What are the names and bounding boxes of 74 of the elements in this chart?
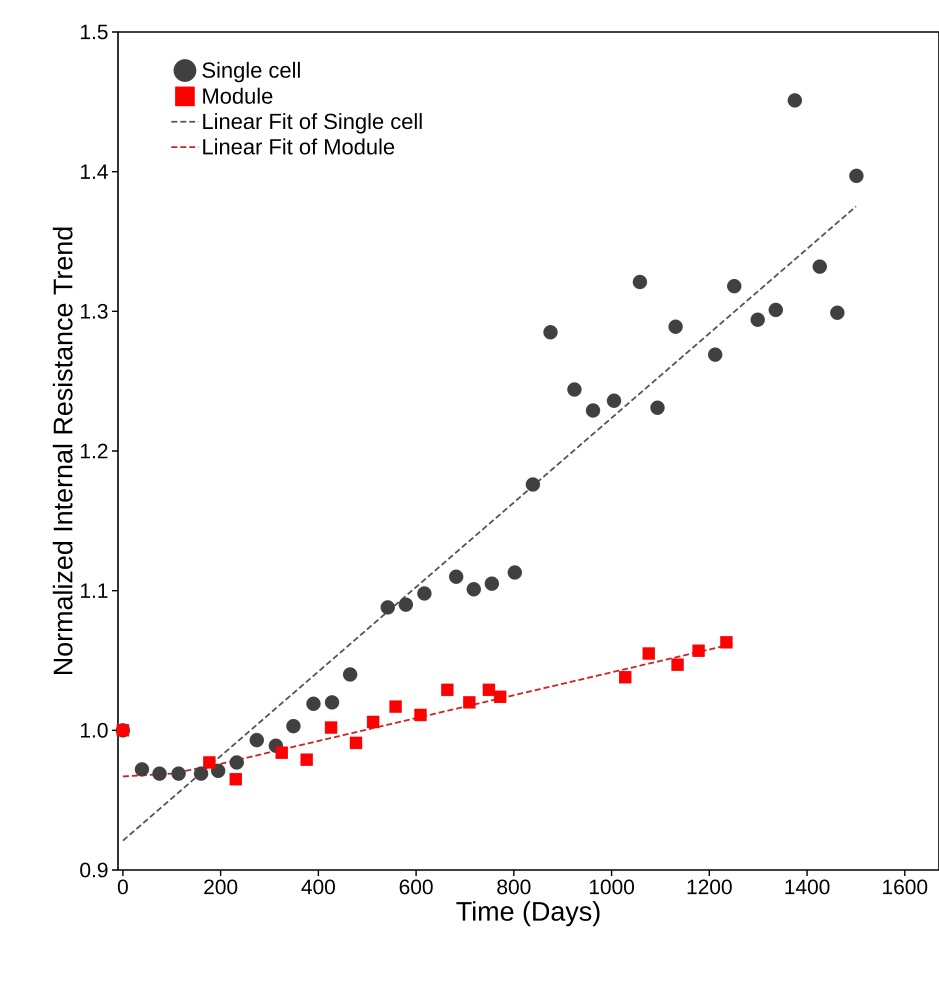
point [750, 312, 765, 327]
y-tick-label: 1.0 [80, 722, 108, 738]
point [414, 708, 427, 722]
point [543, 325, 558, 340]
point [494, 690, 506, 704]
point [788, 93, 802, 108]
point [306, 696, 321, 711]
y-tick-label: 1.5 [80, 24, 108, 40]
x-tick-label: 600 [400, 880, 433, 894]
point [606, 394, 622, 408]
point [441, 684, 454, 696]
point [508, 565, 522, 580]
point [417, 586, 432, 601]
point [324, 721, 338, 734]
legend-label: Module [203, 88, 272, 104]
y-tick-label: 1.1 [80, 583, 108, 598]
point [466, 582, 481, 596]
point [398, 597, 414, 612]
point [830, 306, 845, 320]
point [668, 319, 683, 334]
point [350, 736, 362, 750]
y-axis-title: Normalized Internal Resistance Trend [52, 228, 73, 674]
point [380, 600, 395, 615]
point [671, 658, 684, 671]
point [366, 716, 380, 728]
point [619, 671, 632, 684]
point [849, 168, 864, 184]
point [463, 696, 476, 709]
x-tick-label: 1600 [883, 880, 928, 894]
point [448, 569, 464, 584]
point [210, 764, 226, 778]
point [632, 274, 648, 290]
x-tick-label: 1400 [785, 880, 830, 894]
point [768, 302, 783, 318]
point [134, 762, 150, 777]
x-tick-label: 800 [497, 880, 530, 894]
point [650, 400, 665, 415]
legend-label: Single cell [202, 62, 300, 82]
point [482, 684, 496, 696]
legend-label: Linear Fit of Module [203, 138, 394, 155]
y-tick-label: 1.2 [80, 444, 108, 458]
point [342, 667, 358, 682]
point [708, 347, 722, 362]
y-tick-label: 1.3 [80, 304, 108, 319]
point [300, 753, 313, 766]
point [171, 766, 186, 781]
point [230, 773, 242, 786]
point [692, 644, 705, 657]
point [324, 695, 340, 710]
point [194, 766, 208, 781]
x-tick-label: 200 [204, 880, 238, 894]
x-tick-label: 0 [118, 880, 128, 894]
legend-label: Linear Fit of Single cell [203, 113, 422, 134]
y-tick-label: 1.4 [80, 164, 108, 179]
x-tick-label: 1000 [590, 880, 634, 894]
x-tick-label: 400 [301, 880, 335, 894]
point [484, 576, 500, 591]
point [230, 755, 244, 770]
point [286, 718, 301, 734]
point [567, 382, 582, 397]
point [586, 403, 600, 418]
point [812, 259, 827, 274]
point [203, 756, 216, 769]
point [250, 732, 264, 748]
point [642, 647, 655, 660]
point [526, 477, 540, 492]
point [720, 636, 733, 649]
x-tick-label: 1200 [688, 880, 732, 894]
point [727, 278, 742, 294]
x-axis-title: Time (Days) [456, 901, 600, 926]
point [276, 746, 288, 759]
point [389, 700, 402, 713]
point [152, 766, 167, 781]
y-tick-label: 0.9 [80, 862, 108, 878]
